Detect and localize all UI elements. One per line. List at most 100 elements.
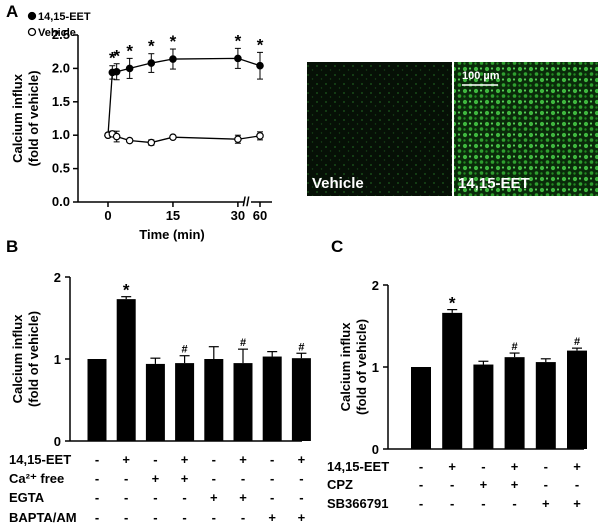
eet-image-label: 14,15-EET — [458, 175, 530, 192]
data-point — [112, 132, 121, 141]
y-tick-label: 2 — [372, 278, 379, 293]
bar — [116, 299, 136, 441]
y-axis-label-line: Calcium influx — [338, 322, 353, 412]
bar — [504, 357, 525, 449]
y-tick-label: 0 — [372, 442, 379, 457]
significance-mark: * — [170, 32, 177, 51]
condition-sign: + — [268, 510, 276, 525]
panel-letter-c: C — [331, 237, 343, 256]
y-tick-label: 2 — [54, 270, 61, 285]
x-tick-label: 15 — [166, 208, 180, 223]
x-tick-label: 0 — [104, 208, 111, 223]
y-tick-label: 1.0 — [52, 127, 70, 142]
condition-label: BAPTA/AM — [9, 510, 77, 525]
condition-label: 14,15-EET — [9, 452, 71, 467]
x-tick-label: 60 — [253, 208, 267, 223]
vehicle-micrograph — [307, 62, 452, 196]
y-tick-label: 0.0 — [52, 194, 70, 209]
y-tick-label: 1.5 — [52, 94, 70, 109]
y-axis-label-line: Calcium influx — [10, 314, 25, 404]
condition-sign: - — [182, 490, 186, 505]
condition-sign: - — [419, 459, 423, 474]
condition-sign: - — [544, 477, 548, 492]
condition-sign: + — [542, 496, 550, 511]
condition-label: Ca²⁺ free — [9, 471, 64, 486]
y-axis-label-line: Calcium influx — [10, 73, 25, 163]
data-point — [256, 132, 264, 140]
condition-sign: - — [182, 510, 186, 525]
condition-sign: - — [270, 471, 274, 486]
y-tick-label: 2.5 — [52, 27, 70, 42]
condition-label: EGTA — [9, 490, 45, 505]
axis-break-mark: // — [242, 194, 250, 209]
condition-label: CPZ — [327, 477, 353, 492]
data-point — [169, 55, 177, 63]
data-point — [147, 138, 156, 147]
y-axis-label-line: (fold of vehicle) — [26, 70, 41, 166]
bar — [204, 359, 224, 441]
significance-mark: * — [235, 31, 242, 50]
data-point — [125, 64, 134, 73]
panel-letter-b: B — [6, 237, 18, 256]
condition-sign: + — [239, 490, 247, 505]
condition-sign: + — [181, 452, 189, 467]
bar — [442, 312, 463, 449]
legend-label: 14,15-EET — [38, 11, 91, 23]
condition-sign: + — [511, 459, 519, 474]
time-course-chart: 0.0 0.5 1.0 1.5 2.0 2.5 0 15 30 60// Time (min) Cal… — [10, 11, 272, 242]
condition-sign: + — [122, 452, 130, 467]
condition-sign: - — [124, 490, 128, 505]
y-axis-label: Calcium influx(fold of vehicle) — [10, 70, 41, 166]
condition-sign: + — [573, 496, 581, 511]
significance-mark: # — [574, 336, 580, 348]
y-tick-label: 0 — [54, 434, 61, 449]
condition-sign: - — [299, 490, 303, 505]
condition-sign: - — [124, 510, 128, 525]
bar — [262, 356, 282, 441]
significance-mark: * — [126, 41, 133, 60]
condition-sign: - — [419, 477, 423, 492]
condition-label: SB366791 — [327, 496, 388, 511]
bar — [411, 367, 431, 449]
condition-sign: - — [153, 490, 157, 505]
bar — [473, 364, 494, 449]
condition-sign: - — [299, 471, 303, 486]
data-point — [234, 54, 242, 63]
micrograph-pair: Vehicle 14,15-EET 100 µm — [307, 62, 598, 196]
condition-sign: - — [212, 510, 216, 525]
condition-sign: - — [450, 477, 454, 492]
bar — [87, 359, 107, 441]
legend-marker — [27, 27, 37, 37]
legend-marker — [27, 11, 37, 21]
condition-sign: + — [181, 471, 189, 486]
data-point — [234, 135, 242, 144]
data-point — [125, 136, 134, 145]
bar — [233, 363, 253, 441]
condition-sign: - — [481, 459, 485, 474]
data-point — [112, 67, 121, 76]
bar — [175, 363, 195, 441]
y-axis-label-line: (fold of vehicle) — [26, 311, 41, 407]
condition-sign: + — [480, 477, 488, 492]
y-tick-label: 2.0 — [52, 60, 70, 75]
significance-mark: * — [148, 37, 155, 56]
condition-sign: - — [270, 490, 274, 505]
condition-sign: - — [212, 452, 216, 467]
condition-sign: - — [153, 510, 157, 525]
significance-mark: # — [182, 344, 188, 356]
condition-sign: + — [298, 510, 306, 525]
panel-letter-a: A — [6, 2, 18, 21]
significance-mark: # — [240, 337, 246, 349]
significance-mark: # — [298, 341, 304, 353]
data-point — [256, 61, 264, 70]
condition-sign: - — [95, 490, 99, 505]
bar-chart-c: 0 1 2 Calcium influx(fold of vehicle) * # #14,… — [327, 278, 587, 511]
legend-label: Vehicle — [38, 27, 76, 39]
condition-sign: - — [544, 459, 548, 474]
significance-mark: * — [449, 294, 456, 313]
condition-sign: - — [212, 471, 216, 486]
significance-mark: # — [512, 341, 518, 353]
significance-mark: * — [109, 49, 116, 68]
y-axis-label: Calcium influx(fold of vehicle) — [338, 319, 369, 415]
significance-mark: * — [257, 35, 264, 54]
